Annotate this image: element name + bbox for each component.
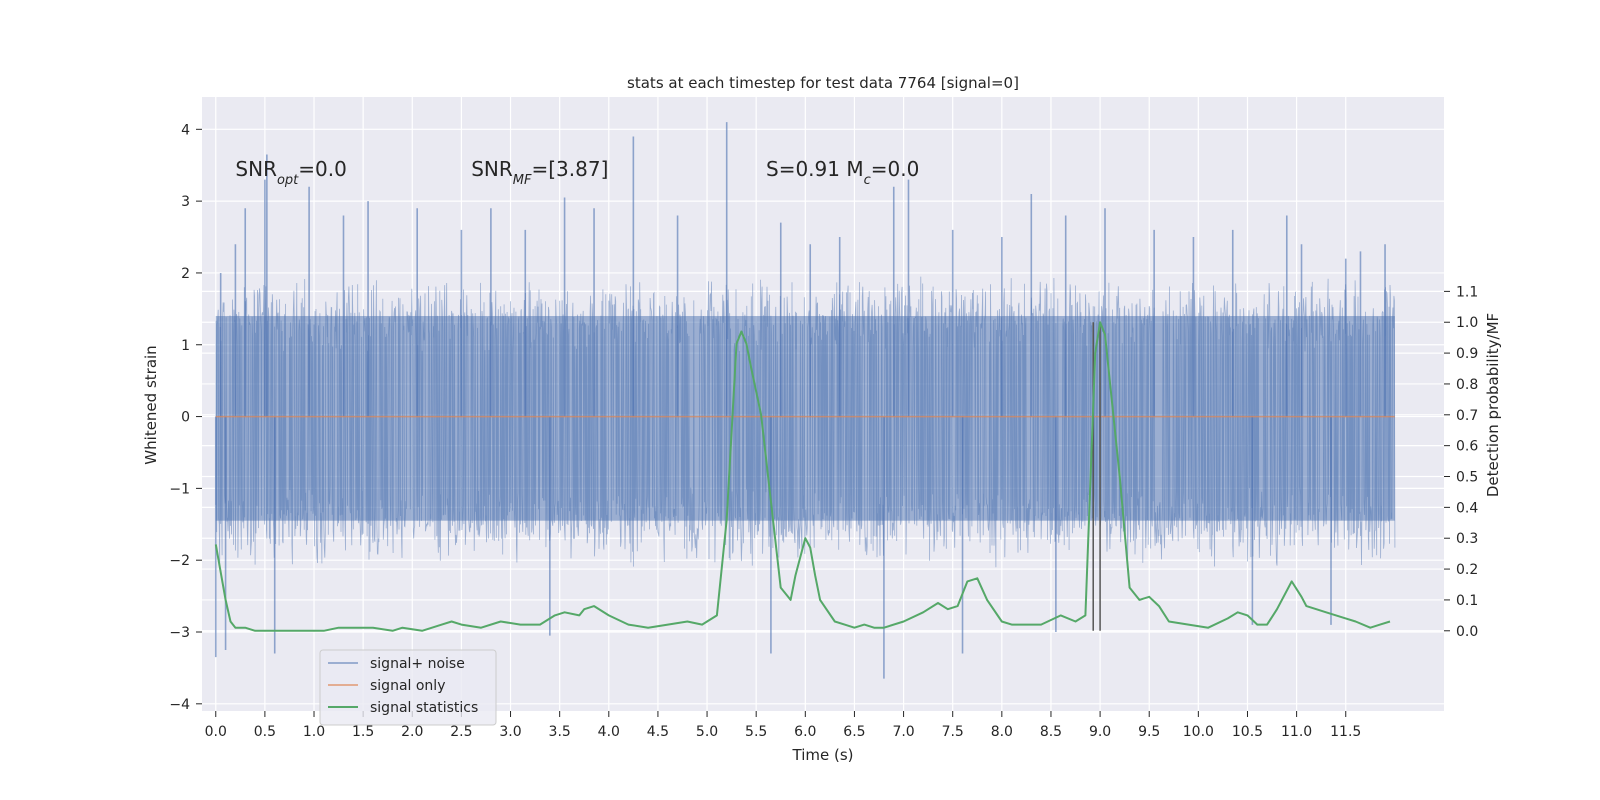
x-tick-label-16: 8.0 (991, 724, 1013, 740)
y2-axis-label: Detection probability/MF (1484, 313, 1502, 497)
x-axis-ticks: 0.0 0.5 1.0 1.5 2.0 2.5 3.0 3.5 4.0 4.5 5.0 5.5 6.0 6… (205, 711, 1361, 740)
y2-tick-label-9: 0.9 (1456, 346, 1478, 362)
y-tick-label-4: 0 (181, 410, 190, 426)
annotations: SNRopt=0.0 SNRMF=[3.87] S=0.91 Mc=0.0 (235, 157, 919, 188)
y-axis-ticks: −4 −3 −2 −1 0 1 2 3 4 (169, 122, 202, 713)
x-tick-label-22: 11.0 (1281, 724, 1312, 740)
legend: signal+ noise signal only signal statist… (319, 649, 497, 726)
x-tick-label-13: 6.5 (843, 724, 865, 740)
y2-tick-label-3: 0.3 (1456, 531, 1478, 547)
y-tick-label-2: −2 (169, 553, 190, 569)
y2-tick-label-11: 1.1 (1456, 284, 1478, 300)
x-tick-label-14: 7.0 (892, 724, 914, 740)
annotation-snr-mf: SNRMF=[3.87] (471, 157, 608, 188)
series-signal-statistics (214, 321, 1391, 632)
y-axis-label: Whitened strain (142, 345, 160, 464)
y2-axis-ticks: 0.0 0.1 0.2 0.3 0.4 0.5 0.6 0.7 0.8 0.9 1.0 1.1 (1444, 284, 1478, 640)
y-tick-label-3: −1 (169, 481, 190, 497)
x-tick-label-6: 3.0 (499, 724, 521, 740)
annotation-snr-opt: SNRopt=0.0 (235, 157, 346, 188)
x-tick-label-7: 3.5 (549, 724, 571, 740)
x-tick-label-8: 4.0 (598, 724, 620, 740)
y2-tick-label-7: 0.7 (1456, 408, 1478, 424)
y2-tick-label-4: 0.4 (1456, 500, 1478, 516)
annotation-s-mc: S=0.91 Mc=0.0 (766, 157, 919, 188)
series-signal-plus-noise (214, 122, 1396, 679)
y2-tick-label-5: 0.5 (1456, 470, 1478, 486)
x-tick-label-17: 8.5 (1040, 724, 1062, 740)
y-tick-label-5: 1 (181, 338, 190, 354)
noise-trace (215, 276, 1396, 568)
x-tick-label-2: 1.0 (303, 724, 325, 740)
y-tick-label-0: −4 (169, 697, 190, 713)
x-tick-label-1: 0.5 (254, 724, 276, 740)
signal-statistics-line (214, 321, 1391, 632)
y-tick-label-7: 3 (181, 194, 190, 210)
x-tick-label-3: 1.5 (352, 724, 374, 740)
y-tick-label-8: 4 (181, 122, 190, 138)
y-tick-label-1: −3 (169, 625, 190, 641)
chart-title: stats at each timestep for test data 776… (627, 74, 1019, 92)
x-tick-label-15: 7.5 (942, 724, 964, 740)
legend-label-signal-only: signal only (370, 678, 445, 694)
y2-tick-label-10: 1.0 (1456, 315, 1478, 331)
y2-tick-label-6: 0.6 (1456, 439, 1478, 455)
y2-tick-label-0: 0.0 (1456, 624, 1478, 640)
legend-label-signal-statistics: signal statistics (370, 700, 478, 716)
legend-label-signal-plus-noise: signal+ noise (370, 656, 465, 672)
x-tick-label-10: 5.0 (696, 724, 718, 740)
x-tick-label-19: 9.5 (1138, 724, 1160, 740)
y2-tick-label-1: 0.1 (1456, 593, 1478, 609)
x-tick-label-20: 10.0 (1183, 724, 1214, 740)
vertical-markers (1092, 322, 1101, 631)
y2-tick-label-8: 0.8 (1456, 377, 1478, 393)
x-tick-label-21: 10.5 (1232, 724, 1263, 740)
y-tick-label-6: 2 (181, 266, 190, 282)
x-tick-label-11: 5.5 (745, 724, 767, 740)
x-axis-label: Time (s) (792, 746, 854, 764)
x-tick-label-9: 4.5 (647, 724, 669, 740)
x-tick-label-5: 2.5 (450, 724, 472, 740)
legend-box (319, 649, 497, 726)
x-tick-label-18: 9.0 (1089, 724, 1111, 740)
x-tick-label-12: 6.0 (794, 724, 816, 740)
x-tick-label-4: 2.0 (401, 724, 423, 740)
x-tick-label-23: 11.5 (1330, 724, 1361, 740)
x-tick-label-0: 0.0 (205, 724, 227, 740)
y2-tick-label-2: 0.2 (1456, 562, 1478, 578)
